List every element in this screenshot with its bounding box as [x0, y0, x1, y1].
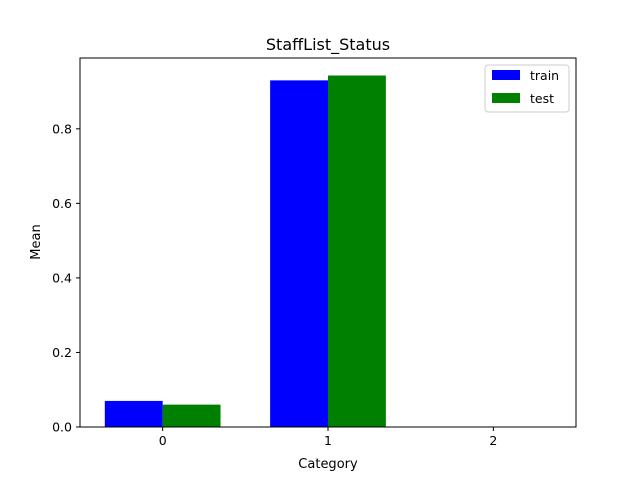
- legend: train test: [484, 64, 570, 113]
- y-axis: 0.0 0.2 0.4 0.6 0.8: [52, 121, 80, 435]
- y-tick-label: 0.8: [52, 121, 72, 136]
- y-tick-label: 0.4: [52, 270, 72, 285]
- legend-swatch-train: [492, 70, 520, 80]
- legend-label-train: train: [530, 68, 559, 83]
- legend-label-test: test: [530, 91, 554, 106]
- x-tick-label: 1: [324, 433, 332, 448]
- bar-test-1: [328, 75, 386, 427]
- chart-title: StaffList_Status: [266, 35, 390, 55]
- y-tick-label: 0.2: [52, 345, 72, 360]
- y-tick-label: 0.6: [52, 196, 72, 211]
- legend-swatch-test: [492, 93, 520, 103]
- bar-train-1: [270, 80, 328, 427]
- bar-train-0: [104, 400, 163, 427]
- bar-test-0: [162, 404, 221, 427]
- y-axis-label: Mean: [29, 224, 44, 259]
- x-axis-label: Category: [298, 457, 358, 472]
- x-tick-label: 2: [489, 433, 497, 448]
- y-tick-label: 0.0: [52, 420, 72, 435]
- bars-group: [104, 75, 386, 427]
- x-axis: 0 1 2: [159, 427, 497, 448]
- x-tick-label: 0: [159, 433, 167, 448]
